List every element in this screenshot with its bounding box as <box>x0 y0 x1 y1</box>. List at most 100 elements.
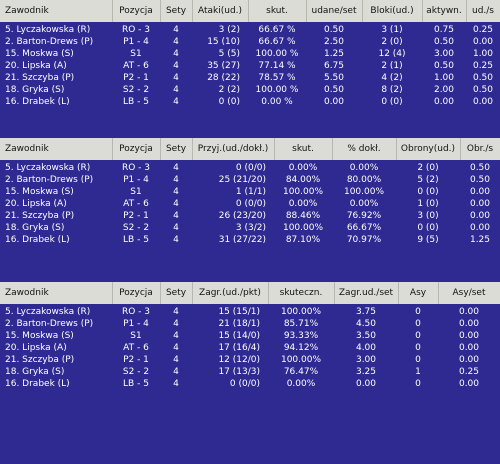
column-header[interactable]: Zawodnik <box>0 0 113 22</box>
table-row[interactable]: 16. Drabek (L) LB - 5 4 0 (0) 0.00 % 0.0… <box>0 96 500 108</box>
attacks-cell: 3 (2) <box>218 25 240 35</box>
column-header[interactable]: Zagr.ud./set <box>334 282 399 304</box>
defense-cell: 1 (0) <box>417 199 439 209</box>
column-header[interactable]: Przyj.(ud./dokł.) <box>192 138 275 160</box>
sets-cell: 4 <box>173 187 179 197</box>
column-header[interactable]: udane/set <box>306 0 363 22</box>
defense-per-set-cell: 0.50 <box>469 175 491 185</box>
table-row[interactable]: 15. Moskwa (S) S1 4 5 (5) 100.00 % 1.25 … <box>0 48 500 60</box>
serves-cell: 17 (16/4) <box>218 343 260 353</box>
efficiency-cell: 100.00% <box>280 355 322 365</box>
column-header[interactable]: Asy/set <box>438 282 500 304</box>
table-row[interactable]: 20. Lipska (A) AT - 6 4 0 (0/0) 0.00% 0.… <box>0 198 500 210</box>
column-header[interactable]: skut. <box>274 138 333 160</box>
blocks-per-set-cell: 0.00 <box>472 97 494 107</box>
column-header[interactable]: Asy <box>398 282 439 304</box>
accuracy-cell: 76.92% <box>346 211 382 221</box>
attack-stats-table: Zawodnik Pozycja Sety Ataki(ud.) skut. u… <box>0 0 500 108</box>
player-name: 2. Barton-Drews (P) <box>5 319 94 329</box>
sets-cell: 4 <box>173 175 179 185</box>
accuracy-cell: 100.00% <box>343 187 385 197</box>
table-header-row: Zawodnik Pozycja Sety Przyj.(ud./dokł.) … <box>0 138 500 160</box>
efficiency-cell: 100.00 % <box>255 49 299 59</box>
blocks-per-set-cell: 1.00 <box>472 49 494 59</box>
column-header[interactable]: Obr./s <box>460 138 500 160</box>
aces-per-set-cell: 0.00 <box>458 355 480 365</box>
serves-per-set-cell: 4.00 <box>355 343 377 353</box>
efficiency-cell: 77.14 % <box>258 61 296 71</box>
efficiency-cell: 88.46% <box>285 211 321 221</box>
player-name: 2. Barton-Drews (P) <box>5 37 94 47</box>
blocks-per-set-cell: 0.25 <box>472 25 494 35</box>
table-row[interactable]: 18. Gryka (S) S2 - 2 4 17 (13/3) 76.47% … <box>0 366 500 378</box>
efficiency-cell: 76.47% <box>283 367 319 377</box>
position-cell: RO - 3 <box>121 163 151 173</box>
column-header[interactable]: Sety <box>160 0 193 22</box>
table-row[interactable]: 18. Gryka (S) S2 - 2 4 2 (2) 100.00 % 0.… <box>0 84 500 96</box>
table-row[interactable]: 2. Barton-Drews (P) P1 - 4 4 21 (18/1) 8… <box>0 318 500 330</box>
table-row[interactable]: 16. Drabek (L) LB - 5 4 31 (27/22) 87.10… <box>0 234 500 246</box>
aces-cell: 0 <box>415 355 421 365</box>
column-header[interactable]: Pozycja <box>112 282 161 304</box>
player-name: 21. Szczyba (P) <box>5 355 75 365</box>
position-cell: RO - 3 <box>121 25 151 35</box>
column-header[interactable]: Pozycja <box>112 0 161 22</box>
column-header[interactable]: Sety <box>160 282 193 304</box>
table-row[interactable]: 18. Gryka (S) S2 - 2 4 3 (3/2) 100.00% 6… <box>0 222 500 234</box>
table-row[interactable]: 5. Lyczakowska (R) RO - 3 4 3 (2) 66.67 … <box>0 24 500 36</box>
aces-cell: 1 <box>415 367 421 377</box>
reception-cell: 26 (23/20) <box>218 211 266 221</box>
column-header[interactable]: Bloki(ud.) <box>362 0 423 22</box>
blocks-cell: 8 (2) <box>381 85 403 95</box>
serves-per-set-cell: 3.25 <box>355 367 377 377</box>
table-row[interactable]: 2. Barton-Drews (P) P1 - 4 4 25 (21/20) … <box>0 174 500 186</box>
column-header[interactable]: ud./s <box>466 0 500 22</box>
table-row[interactable]: 20. Lipska (A) AT - 6 4 17 (16/4) 94.12%… <box>0 342 500 354</box>
efficiency-cell: 100.00 % <box>255 85 299 95</box>
column-header[interactable]: skut. <box>248 0 307 22</box>
column-header[interactable]: Zagr.(ud./pkt) <box>192 282 269 304</box>
column-header[interactable]: Pozycja <box>112 138 161 160</box>
table-row[interactable]: 2. Barton-Drews (P) P1 - 4 4 15 (10) 66.… <box>0 36 500 48</box>
player-name: 20. Lipska (A) <box>5 343 67 353</box>
table-row[interactable]: 20. Lipska (A) AT - 6 4 35 (27) 77.14 % … <box>0 60 500 72</box>
table-row[interactable]: 5. Lyczakowska (R) RO - 3 4 0 (0/0) 0.00… <box>0 162 500 174</box>
activity-cell: 0.50 <box>433 61 455 71</box>
sets-cell: 4 <box>173 319 179 329</box>
efficiency-cell: 100.00% <box>280 307 322 317</box>
column-header[interactable]: aktywn. <box>422 0 467 22</box>
column-header[interactable]: Zawodnik <box>0 138 113 160</box>
column-header[interactable]: Ataki(ud.) <box>192 0 249 22</box>
column-header[interactable]: skuteczn. <box>268 282 335 304</box>
column-header[interactable]: Sety <box>160 138 193 160</box>
efficiency-cell: 85.71% <box>283 319 319 329</box>
position-cell: LB - 5 <box>123 235 149 245</box>
attacks-cell: 28 (22) <box>207 73 240 83</box>
player-name: 5. Lyczakowska (R) <box>5 307 91 317</box>
sets-cell: 4 <box>173 367 179 377</box>
aces-cell: 0 <box>415 307 421 317</box>
position-cell: AT - 6 <box>123 343 149 353</box>
blocks-cell: 3 (1) <box>381 25 403 35</box>
player-name: 20. Lipska (A) <box>5 199 67 209</box>
column-header[interactable]: Zawodnik <box>0 282 113 304</box>
table-row[interactable]: 15. Moskwa (S) S1 4 1 (1/1) 100.00% 100.… <box>0 186 500 198</box>
table-row[interactable]: 21. Szczyba (P) P2 - 1 4 28 (22) 78.57 %… <box>0 72 500 84</box>
defense-cell: 0 (0) <box>417 187 439 197</box>
per-set-cell: 6.75 <box>323 61 345 71</box>
defense-cell: 9 (5) <box>417 235 439 245</box>
sets-cell: 4 <box>173 343 179 353</box>
table-row[interactable]: 21. Szczyba (P) P2 - 1 4 26 (23/20) 88.4… <box>0 210 500 222</box>
serves-per-set-cell: 3.00 <box>355 355 377 365</box>
table-row[interactable]: 21. Szczyba (P) P2 - 1 4 12 (12/0) 100.0… <box>0 354 500 366</box>
efficiency-cell: 66.67 % <box>258 25 296 35</box>
attacks-cell: 2 (2) <box>218 85 240 95</box>
accuracy-cell: 0.00% <box>349 163 379 173</box>
position-cell: S2 - 2 <box>122 85 150 95</box>
column-header[interactable]: Obrony(ud.) <box>396 138 461 160</box>
table-row[interactable]: 15. Moskwa (S) S1 4 15 (14/0) 93.33% 3.5… <box>0 330 500 342</box>
column-header[interactable]: % dokł. <box>332 138 397 160</box>
table-row[interactable]: 5. Lyczakowska (R) RO - 3 4 15 (15/1) 10… <box>0 306 500 318</box>
attacks-cell: 5 (5) <box>218 49 240 59</box>
table-row[interactable]: 16. Drabek (L) LB - 5 4 0 (0/0) 0.00% 0.… <box>0 378 500 390</box>
